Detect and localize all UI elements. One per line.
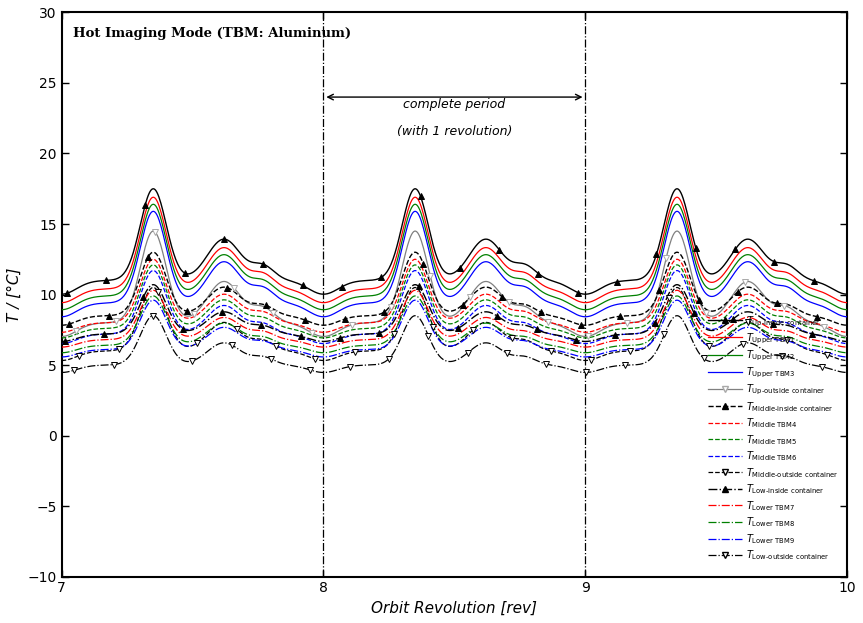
Text: complete period: complete period (403, 98, 506, 111)
X-axis label: Orbit Revolution [rev]: Orbit Revolution [rev] (371, 601, 538, 616)
Text: (with 1 revolution): (with 1 revolution) (397, 125, 512, 138)
Text: Hot Imaging Mode (TBM: Aluminum): Hot Imaging Mode (TBM: Aluminum) (73, 27, 351, 39)
Y-axis label: T / [°C]: T / [°C] (7, 267, 22, 322)
Legend: $T_{\mathrm{Up\text{-}inside\ container}}$, $T_{\mathrm{Upper\ TBM1}}$, $T_{\mat: $T_{\mathrm{Up\text{-}inside\ container}… (704, 310, 842, 566)
